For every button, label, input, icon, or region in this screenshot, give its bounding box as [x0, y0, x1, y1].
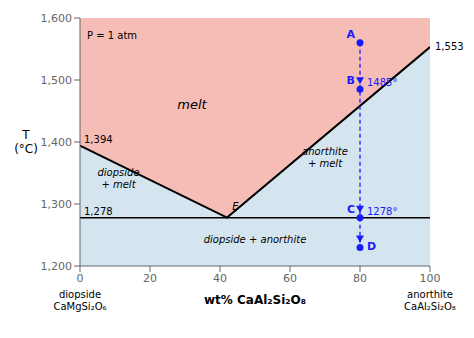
svg-text:T(°C): T(°C) [14, 128, 38, 156]
svg-text:C: C [347, 203, 355, 216]
svg-text:40: 40 [213, 272, 227, 285]
svg-text:P = 1 atm: P = 1 atm [87, 30, 137, 41]
svg-text:20: 20 [143, 272, 157, 285]
svg-text:diopside+ melt: diopside+ melt [97, 167, 139, 190]
svg-text:1,200: 1,200 [41, 260, 73, 273]
svg-text:melt: melt [177, 96, 207, 111]
svg-text:1,500: 1,500 [41, 74, 73, 87]
svg-text:1278°: 1278° [367, 206, 397, 217]
svg-text:diopsideCaMgSi₂O₆: diopsideCaMgSi₂O₆ [53, 289, 106, 312]
svg-text:diopside + anorthite: diopside + anorthite [204, 234, 307, 245]
svg-text:1,278: 1,278 [84, 206, 113, 217]
svg-text:A: A [346, 28, 355, 41]
svg-text:anorthite+ melt: anorthite+ melt [302, 146, 348, 169]
svg-text:1,553: 1,553 [435, 41, 464, 52]
svg-text:B: B [347, 74, 355, 87]
svg-text:60: 60 [283, 272, 297, 285]
svg-text:80: 80 [353, 272, 367, 285]
svg-text:anorthiteCaAl₂Si₂O₈: anorthiteCaAl₂Si₂O₈ [404, 289, 456, 312]
svg-text:D: D [367, 240, 376, 253]
svg-text:1485°: 1485° [367, 77, 397, 88]
svg-text:1,300: 1,300 [41, 198, 73, 211]
svg-text:wt% CaAl₂Si₂O₈: wt% CaAl₂Si₂O₈ [204, 293, 306, 307]
svg-text:100: 100 [420, 272, 441, 285]
svg-text:0: 0 [77, 272, 84, 285]
svg-text:E: E [232, 201, 239, 212]
svg-text:1,600: 1,600 [41, 12, 73, 25]
svg-text:1,400: 1,400 [41, 136, 73, 149]
svg-text:1,394: 1,394 [84, 134, 113, 145]
